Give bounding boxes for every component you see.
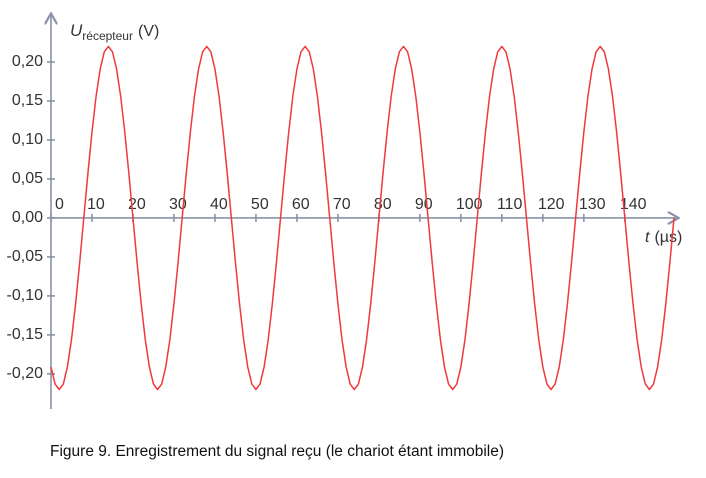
x-tick-label: 50 [251, 196, 269, 213]
y-tick-label: -0,05 [7, 248, 44, 265]
y-tick-label: 0,05 [12, 170, 43, 187]
x-tick-label: 0 [55, 196, 64, 213]
y-tick-label: -0,20 [7, 365, 44, 382]
x-tick-label: 40 [210, 196, 228, 213]
x-tick-label: 120 [538, 196, 565, 213]
x-tick-label: 70 [333, 196, 351, 213]
y-tick-label: -0,10 [7, 287, 44, 304]
y-tick-label: -0,15 [7, 326, 44, 343]
y-tick-label: 0,10 [12, 131, 43, 148]
x-tick-label: 140 [620, 196, 647, 213]
x-axis-label: t (µs) [645, 229, 682, 246]
x-tick-label: 60 [292, 196, 310, 213]
y-tick-label: 0,20 [12, 53, 43, 70]
caption: Figure 9. Enregistrement du signal reçu … [50, 443, 504, 460]
x-tick-label: 110 [497, 196, 523, 213]
y-tick-label: 0,00 [12, 209, 43, 226]
x-tick-label: 100 [456, 196, 483, 213]
x-tick-label: 90 [415, 196, 433, 213]
y-axis-label: Urécepteur (V) [70, 21, 159, 43]
signal-line [50, 45, 675, 391]
x-tick-label: 80 [374, 196, 392, 213]
x-tick-label: 130 [579, 196, 606, 213]
x-tick-label: 10 [87, 196, 105, 213]
y-tick-label: 0,15 [12, 92, 43, 109]
